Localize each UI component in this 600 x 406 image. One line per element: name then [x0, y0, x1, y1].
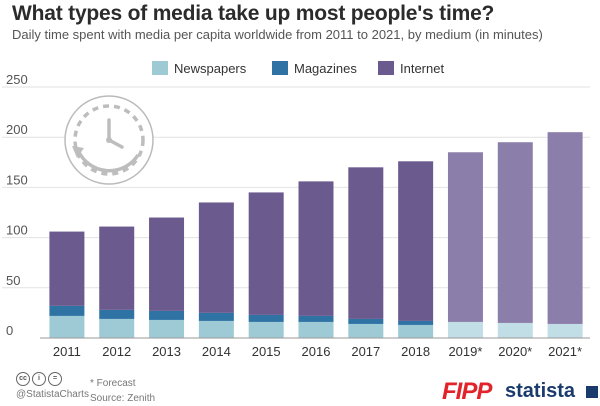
bar-segment-internet — [99, 226, 135, 310]
legend-swatch — [152, 61, 168, 75]
legend-label: Magazines — [294, 61, 357, 76]
bar-segment-internet — [49, 231, 85, 306]
bar-segment-internet — [398, 161, 434, 321]
statista-handle[interactable]: @StatistaCharts — [16, 389, 89, 400]
fipp-logo[interactable]: FIPP — [442, 378, 492, 405]
bar-segment-magazines — [248, 314, 284, 322]
legend-swatch — [272, 61, 288, 75]
statista-logo-mark — [586, 386, 598, 398]
bar-segment-internet — [447, 152, 483, 322]
y-tick-label: 0 — [6, 323, 13, 338]
bars-layer — [49, 132, 583, 338]
x-tick-label: 2013 — [152, 344, 181, 359]
x-tick-label: 2017 — [351, 344, 380, 359]
x-tick-label: 2019* — [448, 344, 482, 359]
bar-segment-newspapers — [447, 324, 483, 338]
bar-segment-magazines — [49, 305, 85, 316]
bar-segment-magazines — [149, 310, 185, 320]
forecast-note: * Forecast — [90, 378, 136, 389]
statista-logo[interactable]: statista — [505, 380, 576, 402]
bar-segment-newspapers — [149, 319, 185, 338]
bar-segment-magazines — [497, 322, 533, 326]
bar-segment-magazines — [547, 323, 583, 327]
x-tick-label: 2015 — [252, 344, 281, 359]
y-tick-label: 250 — [6, 72, 28, 87]
bar-segment-internet — [149, 217, 185, 311]
bar-segment-internet — [298, 181, 334, 316]
y-tick-label: 150 — [6, 172, 28, 187]
y-tick-label: 100 — [6, 223, 28, 238]
bar-segment-newspapers — [99, 318, 135, 338]
bar-segment-magazines — [198, 312, 234, 321]
x-tick-label: 2020* — [498, 344, 532, 359]
bar-segment-newspapers — [348, 323, 384, 338]
footer-branding: cc i = @StatistaCharts — [16, 372, 89, 400]
bar-segment-internet — [248, 192, 284, 315]
bar-segment-newspapers — [248, 321, 284, 338]
footer-notes: * Forecast Source: Zenith — [90, 376, 155, 406]
bar-segment-newspapers — [49, 315, 85, 338]
x-tick-label: 2021* — [548, 344, 582, 359]
legend-label: Internet — [400, 61, 444, 76]
x-tick-label: 2011 — [53, 344, 81, 359]
x-tick-label: 2012 — [102, 344, 131, 359]
axis-labels: 0 50 100 150 200 250 2011 2012 2013 2014 2015 2016 2… — [6, 72, 590, 359]
bar-segment-newspapers — [547, 326, 583, 338]
chart-legend: Newspapers Magazines Internet — [152, 61, 444, 76]
legend-label: Newspapers — [174, 61, 247, 76]
bar-segment-newspapers — [298, 321, 334, 338]
bar-segment-magazines — [447, 321, 483, 325]
page-title: What types of media take up most people'… — [12, 2, 495, 25]
bar-segment-newspapers — [398, 324, 434, 338]
bar-segment-magazines — [398, 320, 434, 325]
x-tick-label: 2014 — [202, 344, 231, 359]
bar-segment-newspapers — [198, 320, 234, 338]
bar-segment-newspapers — [497, 325, 533, 338]
legend-swatch — [378, 61, 394, 75]
attribution-icon: i — [32, 372, 46, 386]
bar-segment-internet — [348, 167, 384, 319]
cc-license-icon: cc — [16, 372, 30, 386]
page-subtitle: Daily time spent with media per capita w… — [12, 27, 543, 42]
clock-icon — [64, 95, 154, 185]
no-derivatives-icon: = — [48, 372, 62, 386]
y-tick-label: 200 — [6, 122, 28, 137]
bar-segment-magazines — [99, 309, 135, 319]
y-tick-label: 50 — [6, 273, 20, 288]
bar-segment-internet — [497, 142, 533, 323]
bar-segment-internet — [547, 132, 583, 324]
bar-segment-internet — [198, 202, 234, 313]
x-tick-label: 2018 — [401, 344, 430, 359]
bar-segment-magazines — [298, 315, 334, 322]
bar-segment-magazines — [348, 318, 384, 324]
source-note: Source: Zenith — [90, 393, 156, 404]
x-tick-label: 2016 — [302, 344, 331, 359]
